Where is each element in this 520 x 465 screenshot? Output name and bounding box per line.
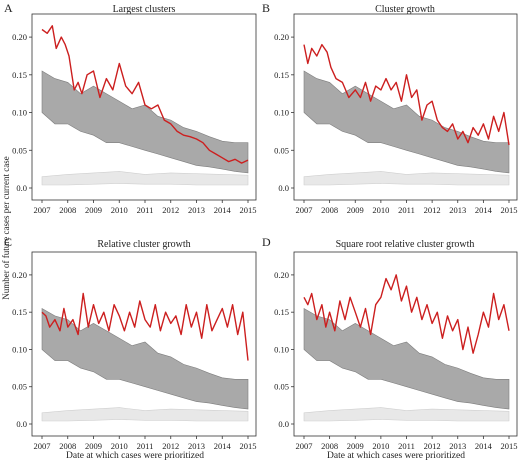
baseline-band xyxy=(41,171,249,186)
y-tick-label: 0.20 xyxy=(274,32,289,42)
y-tick-label: 0.10 xyxy=(12,344,27,354)
y-tick-label: 0.20 xyxy=(12,270,27,280)
x-tick-label: 2015 xyxy=(501,441,518,451)
y-tick-label: 0.10 xyxy=(12,108,27,118)
y-tick-label: 0.10 xyxy=(274,344,289,354)
x-tick-label: 2011 xyxy=(398,205,415,215)
y-tick-label: 0.15 xyxy=(274,70,289,80)
baseline-band xyxy=(41,407,249,422)
y-tick-label: 0.05 xyxy=(274,145,289,155)
y-tick-label: 0.15 xyxy=(12,70,27,80)
x-tick-label: 2015 xyxy=(240,441,257,451)
null-band xyxy=(41,70,249,174)
panel-letter: C xyxy=(4,235,12,249)
panel-title: Square root relative cluster growth xyxy=(336,239,475,250)
panel-b: B Cluster growth 0.0 0.05 0.10 0.15 0.20 2007 20… xyxy=(262,1,518,215)
x-tick-label: 2010 xyxy=(111,205,128,215)
x-tick-label: 2013 xyxy=(188,441,205,451)
x-tick-label: 2007 xyxy=(34,205,51,215)
x-tick-label: 2010 xyxy=(372,441,389,451)
x-tick-label: 2008 xyxy=(321,441,338,451)
y-tick-label: 0.0 xyxy=(16,419,27,429)
x-tick-label: 2008 xyxy=(59,205,76,215)
x-tick-label: 2011 xyxy=(137,205,154,215)
y-tick-label: 0.0 xyxy=(16,183,27,193)
panel-title: Largest clusters xyxy=(113,4,176,15)
x-tick-label: 2007 xyxy=(34,441,51,451)
x-tick-label: 2009 xyxy=(347,441,364,451)
x-tick-label: 2009 xyxy=(85,441,102,451)
x-tick-label: 2014 xyxy=(475,205,493,215)
x-tick-label: 2014 xyxy=(475,441,493,451)
x-tick-label: 2012 xyxy=(424,205,441,215)
baseline-band xyxy=(303,407,510,422)
null-band xyxy=(303,70,510,174)
x-tick-label: 2007 xyxy=(296,205,313,215)
x-tick-label: 2012 xyxy=(424,441,441,451)
observed-line xyxy=(303,274,510,354)
x-tick-label: 2014 xyxy=(214,441,232,451)
y-tick-label: 0.20 xyxy=(12,32,27,42)
panel-title: Relative cluster growth xyxy=(97,239,190,250)
y-tick-label: 0.10 xyxy=(274,108,289,118)
y-tick-label: 0.05 xyxy=(12,382,27,392)
x-tick-label: 2012 xyxy=(162,441,179,451)
y-tick-label: 0.05 xyxy=(12,145,27,155)
observed-line xyxy=(303,43,510,146)
y-axis-label: Number of future cases per current case xyxy=(1,156,11,299)
x-tick-label: 2007 xyxy=(296,441,313,451)
null-band xyxy=(303,307,510,410)
x-tick-label: 2012 xyxy=(162,205,179,215)
panel-title: Cluster growth xyxy=(375,4,435,15)
observed-line xyxy=(41,292,249,361)
x-tick-label: 2008 xyxy=(59,441,76,451)
panels: A Largest clusters 0.0 0.05 0.10 0.15 0.20 2007… xyxy=(4,1,518,451)
x-axis-label-left: Date at which cases were prioritized xyxy=(66,451,204,461)
x-tick-label: 2009 xyxy=(347,205,364,215)
x-axis-label-right: Date at which cases were prioritized xyxy=(327,451,465,461)
y-tick-label: 0.15 xyxy=(274,307,289,317)
x-tick-label: 2013 xyxy=(188,205,205,215)
x-tick-label: 2014 xyxy=(214,205,232,215)
null-band xyxy=(41,307,249,410)
x-tick-label: 2011 xyxy=(137,441,154,451)
y-tick-label: 0.15 xyxy=(12,307,27,317)
x-tick-label: 2011 xyxy=(398,441,415,451)
panel-d: D Square root relative cluster growth 0.0 0… xyxy=(262,235,518,451)
x-tick-label: 2015 xyxy=(240,205,257,215)
observed-line xyxy=(41,25,249,164)
x-tick-label: 2013 xyxy=(449,205,466,215)
x-tick-label: 2010 xyxy=(111,441,128,451)
panel-a: A Largest clusters 0.0 0.05 0.10 0.15 0.20 2007… xyxy=(4,1,257,215)
baseline-band xyxy=(303,171,510,186)
panel-letter: D xyxy=(262,235,271,249)
panel-c: C Relative cluster growth 0.0 0.05 0.10 0.15 0… xyxy=(4,235,257,451)
y-tick-label: 0.0 xyxy=(278,419,289,429)
y-tick-label: 0.20 xyxy=(274,270,289,280)
y-tick-label: 0.0 xyxy=(278,183,289,193)
x-tick-label: 2008 xyxy=(321,205,338,215)
x-tick-label: 2009 xyxy=(85,205,102,215)
x-tick-label: 2010 xyxy=(372,205,389,215)
panel-letter: B xyxy=(262,1,270,15)
x-tick-label: 2015 xyxy=(501,205,518,215)
panel-letter: A xyxy=(4,1,13,15)
x-tick-label: 2013 xyxy=(449,441,466,451)
y-tick-label: 0.05 xyxy=(274,382,289,392)
